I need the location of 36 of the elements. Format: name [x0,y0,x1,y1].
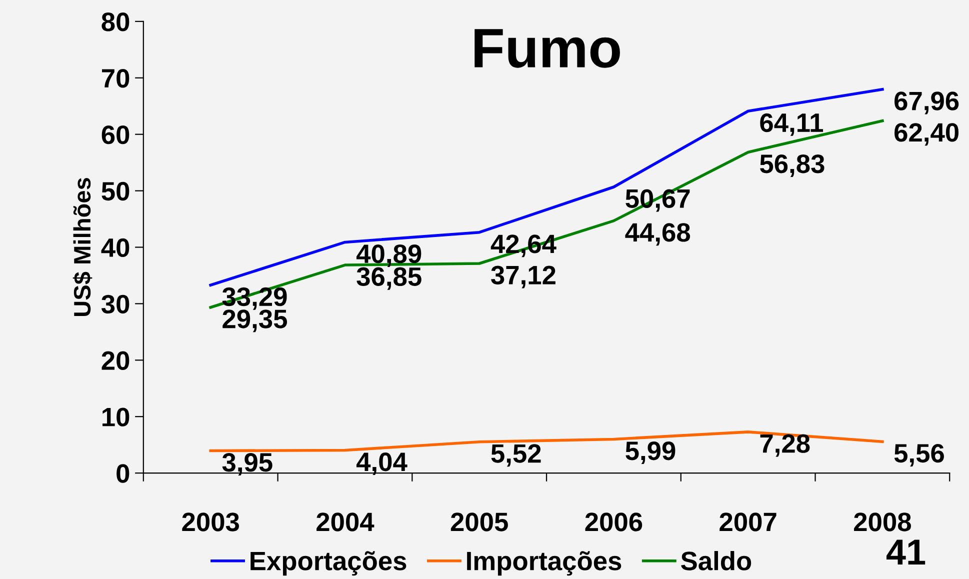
chart-title: Fumo [474,29,620,68]
data-label: 5,56 [894,444,944,466]
data-label: 5,99 [626,442,676,464]
y-tick-label: 20 [102,351,130,370]
y-tick-label: 40 [101,238,130,258]
data-label: 36,85 [356,267,422,290]
y-axis-title: US$ Milhões [72,178,92,316]
data-label: 29,35 [222,310,288,332]
data-label: 67,96 [894,92,959,114]
data-label: 7,28 [760,434,810,457]
y-tick-label: 50 [102,182,130,201]
y-tick-label: 70 [102,69,130,88]
data-label: 64,11 [760,113,824,136]
data-label: 62,40 [894,123,958,146]
x-tick-label: 2004 [316,512,374,532]
legend-label: Saldo [681,550,752,570]
legend-label: Importações [467,551,622,576]
x-tick-label: 2008 [854,512,911,532]
x-tick-label: 2003 [182,512,239,532]
legend-label: Exportações [250,551,406,576]
y-tick-label: 60 [102,125,130,144]
y-tick-label: 10 [102,408,130,426]
x-tick-label: 2005 [450,512,508,532]
text: 41 [886,540,926,565]
y-tick-label: 30 [101,294,130,314]
data-label: 56,83 [760,154,824,178]
data-label: 40,89 [356,244,422,268]
x-tick-label: 2007 [720,512,776,532]
y-tick-label: 80 [102,12,130,32]
y-tick-label: 0 [116,464,130,483]
x-tick-label: 2006 [585,512,642,532]
data-label: 3,95 [222,453,272,476]
data-label: 4,04 [356,452,408,476]
data-label: 37,12 [491,266,556,288]
data-label: 5,52 [491,444,541,467]
data-label: 44,68 [625,223,690,246]
